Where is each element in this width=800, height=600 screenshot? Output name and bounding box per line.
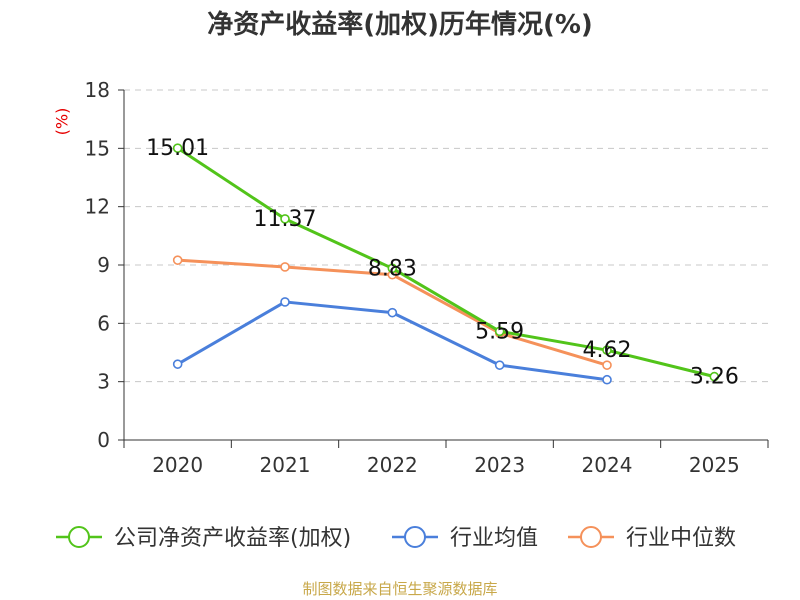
legend-marker	[404, 526, 426, 548]
legend-label: 行业均值	[450, 526, 538, 551]
data-label: 4.62	[583, 338, 632, 363]
legend-marker	[580, 526, 602, 548]
data-point	[387, 307, 398, 318]
y-tick-label: 12	[85, 195, 110, 219]
axes: 0 3 6 9 12 15 18 2020 2021 2022 2023 2024 2025	[85, 78, 769, 477]
data-label: 15.01	[146, 136, 209, 161]
y-tick-label: 9	[97, 253, 110, 277]
data-point	[172, 143, 183, 153]
data-point	[709, 371, 720, 382]
y-tick-label: 15	[85, 136, 110, 160]
y-tick-label: 18	[85, 78, 110, 102]
data-point	[602, 374, 612, 385]
series-layer	[172, 143, 720, 385]
chart-title: 净资产收益率(加权)历年情况(%)	[207, 10, 593, 40]
y-tick-label: 0	[97, 428, 110, 452]
data-source-note: 制图数据来自恒生聚源数据库	[302, 580, 498, 598]
legend-label: 行业中位数	[626, 526, 736, 551]
data-point	[172, 359, 183, 369]
data-point	[602, 345, 612, 355]
data-point	[280, 214, 290, 224]
gridlines	[124, 89, 768, 383]
x-tick-label: 2025	[689, 453, 740, 477]
data-labels: 15.01 11.37 8.83 5.59 4.62 3.26	[146, 136, 739, 389]
data-point	[494, 326, 505, 337]
x-tick-label: 2024	[582, 453, 633, 477]
x-tick-label: 2020	[152, 453, 203, 477]
data-label: 11.37	[254, 207, 317, 232]
data-point	[602, 360, 612, 370]
x-tick-label: 2022	[367, 453, 418, 477]
data-point	[494, 360, 505, 370]
legend-label: 公司净资产收益率(加权)	[114, 526, 351, 551]
legend: 公司净资产收益率(加权) 行业均值 行业中位数	[56, 526, 736, 551]
data-label: 3.26	[690, 365, 739, 390]
data-label: 5.59	[475, 319, 524, 344]
data-point	[387, 263, 398, 274]
y-tick-label: 6	[97, 311, 110, 335]
x-tick-label: 2023	[474, 453, 525, 477]
data-point	[280, 297, 290, 307]
data-point	[280, 262, 290, 272]
data-point	[172, 255, 183, 265]
series-line	[176, 146, 715, 379]
y-tick-label: 3	[97, 370, 110, 394]
legend-marker	[68, 526, 90, 548]
x-tick-label: 2021	[260, 453, 311, 477]
data-label: 8.83	[368, 256, 417, 281]
